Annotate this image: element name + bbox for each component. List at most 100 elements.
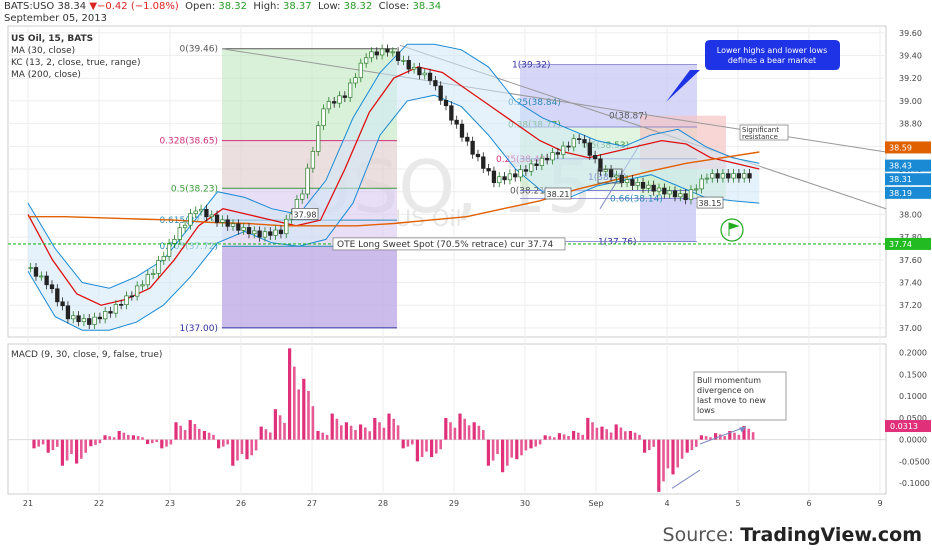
macd-bar (733, 432, 736, 440)
time-tick-label: 6 (806, 499, 811, 508)
price-tick-label: 37.00 (899, 324, 922, 333)
price-tick-label: 39.40 (899, 52, 922, 61)
macd-bar (567, 436, 570, 440)
time-tick-label: 26 (236, 499, 246, 508)
candle-body (486, 168, 491, 172)
price-axis[interactable]: 37.0037.2037.4037.6037.8038.0038.2038.40… (885, 29, 931, 488)
time-tick-label: Sep (588, 499, 603, 508)
price-tick-label: 37.60 (899, 256, 922, 265)
candle-body (635, 182, 640, 186)
candle-body (310, 151, 316, 169)
keltner-band (28, 44, 760, 331)
high-label: High: (253, 1, 280, 12)
candle-body (262, 231, 268, 238)
macd-bar (467, 425, 471, 440)
price-tick-label: 38.80 (899, 120, 922, 129)
candle-body (257, 230, 262, 238)
bull-note-line: divergence on (697, 386, 754, 395)
candle-body (662, 187, 667, 195)
candle-body (571, 138, 576, 148)
macd-bar (127, 434, 130, 440)
macd-bar (415, 439, 419, 462)
box-marker (597, 168, 623, 184)
candle-body (465, 136, 470, 142)
macd-bar (463, 418, 466, 440)
macd-bar (311, 406, 315, 440)
axis-price-badge-label: 38.43 (889, 162, 912, 171)
candle-body (379, 48, 385, 56)
macd-bar (330, 413, 334, 440)
candle-body (614, 174, 619, 178)
candle-body (672, 190, 678, 198)
close-value: 38.34 (412, 1, 442, 12)
open-value: 38.32 (218, 1, 248, 12)
time-tick-label: 4 (664, 499, 669, 508)
macd-tick-label: 0.2000 (899, 349, 927, 358)
time-tick-label: 21 (23, 499, 33, 508)
candle-body (651, 184, 656, 192)
candle-body (678, 193, 683, 198)
macd-bar (151, 439, 154, 444)
macd-bar (259, 426, 263, 440)
macd-bar (112, 437, 116, 440)
candle-body (145, 274, 150, 286)
time-axis[interactable]: 21 22 23 26 27 28 29 30 Sep 4 5 6 9 (23, 499, 883, 508)
candle-body (667, 190, 672, 195)
candle-body (587, 142, 592, 156)
candle-body (603, 169, 608, 172)
macd-bar (344, 422, 348, 440)
candle-body (225, 219, 230, 227)
macd-bar (666, 439, 670, 469)
macd-bar (245, 439, 249, 460)
time-tick-label: 22 (94, 499, 104, 508)
macd-bar (293, 366, 296, 440)
candle-body (156, 260, 161, 274)
price-tick-label: 39.60 (899, 29, 922, 38)
macd-bar (435, 439, 438, 454)
time-tick-label: 9 (877, 499, 882, 508)
bull-note-box (693, 371, 787, 421)
candle-body (55, 288, 60, 303)
macd-divergence-line (671, 469, 701, 489)
ote-label-box (332, 237, 566, 251)
macd-bar (657, 439, 661, 492)
candle-body (715, 173, 720, 179)
candle-body (481, 156, 486, 169)
candle-body (214, 214, 220, 223)
macd-bar (572, 430, 576, 440)
macd-bar (439, 439, 442, 450)
macd-bar (32, 439, 36, 449)
candle-body (252, 230, 257, 235)
macd-bar (212, 434, 215, 440)
macd-bar (202, 430, 206, 440)
candle-body (550, 152, 555, 161)
macd-bar (449, 422, 452, 440)
macd-bar (250, 439, 253, 456)
macd-bar (136, 436, 140, 440)
macd-bar (411, 439, 414, 445)
candle-body (694, 188, 699, 191)
candle-body (683, 193, 688, 201)
candle-body (747, 173, 752, 179)
macd-bar (723, 436, 726, 440)
macd-tick-label: -0.0500 (899, 457, 930, 466)
macd-bar (586, 417, 590, 440)
candle-body (576, 138, 582, 141)
macd-bar (742, 426, 746, 440)
axis-price-badge (885, 141, 931, 154)
resistance-note-box (739, 124, 789, 141)
source-credit: Source: TradingView.com (663, 524, 922, 546)
axis-price-badge-label: 38.31 (889, 175, 912, 184)
close-label: Close: (378, 1, 410, 12)
price-label: 38.15 (699, 199, 722, 208)
candle-body (395, 51, 401, 61)
fib-level-label: 1(37.00) (179, 324, 218, 334)
macd-bar (302, 378, 306, 440)
macd-bar (321, 432, 324, 440)
chart-date: September 05, 2013 (4, 13, 107, 24)
axis-price-badge (885, 173, 931, 186)
macd-bar (141, 437, 144, 440)
legend-entry: US Oil, 15, BATS (11, 34, 93, 44)
macd-bar (387, 413, 391, 440)
